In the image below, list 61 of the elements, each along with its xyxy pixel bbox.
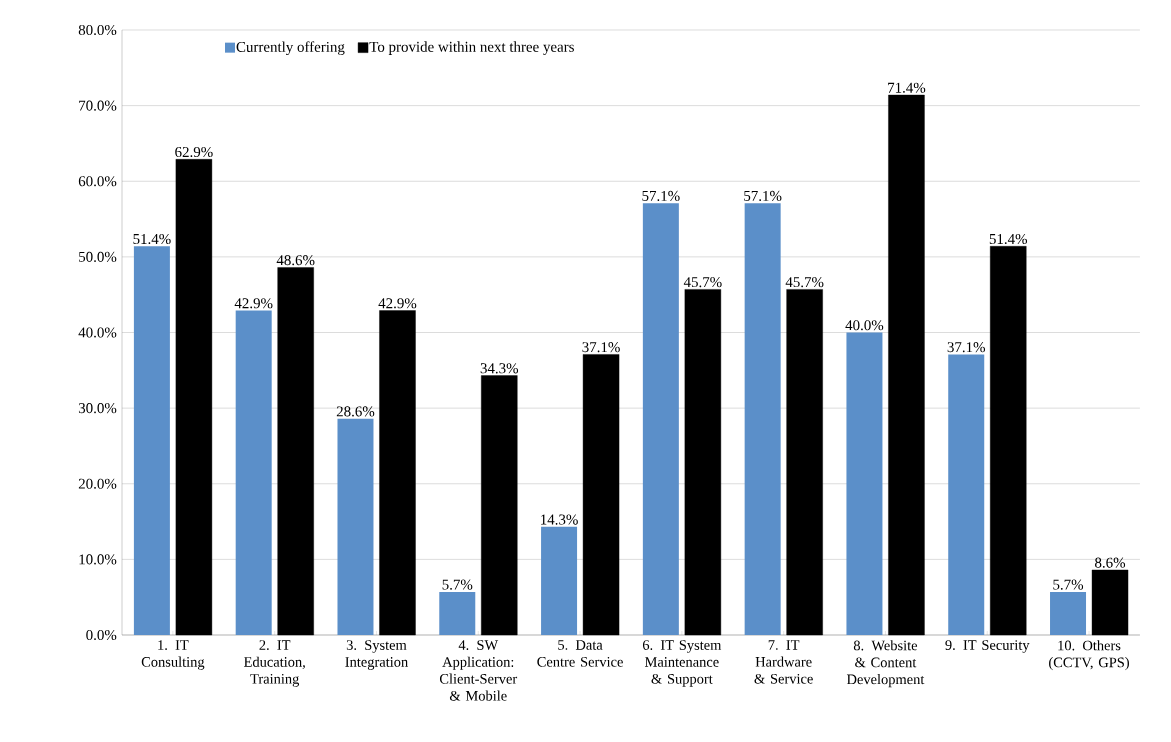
y-tick-label: 50.0% bbox=[79, 251, 117, 262]
data-label: 37.1% bbox=[582, 342, 620, 353]
data-label: 8.6% bbox=[1095, 557, 1126, 568]
data-label: 42.9% bbox=[378, 298, 417, 309]
bar bbox=[541, 526, 578, 635]
data-label: 51.4% bbox=[133, 233, 171, 245]
data-label: 51.4% bbox=[989, 233, 1028, 245]
data-label: 57.1% bbox=[744, 190, 782, 201]
bar bbox=[277, 267, 314, 636]
data-label: 57.1% bbox=[642, 190, 680, 201]
data-label: 71.4% bbox=[888, 82, 926, 93]
data-label: 42.9% bbox=[234, 298, 273, 309]
bar bbox=[379, 310, 416, 636]
bar bbox=[481, 375, 518, 636]
bar bbox=[744, 203, 781, 635]
data-label: 28.6% bbox=[336, 406, 375, 417]
data-label: 5.7% bbox=[1053, 579, 1084, 590]
x-tick-label: 10. Others (CCTV, GPS) bbox=[1049, 640, 1129, 671]
x-tick-label: 3. System Integration bbox=[345, 640, 408, 670]
data-label: 37.1% bbox=[947, 342, 986, 353]
data-label: 14.3% bbox=[541, 514, 578, 525]
data-label: 34.3% bbox=[480, 363, 519, 374]
x-tick-label: 1. IT Consulting bbox=[141, 640, 205, 670]
y-tick-label: 60.0% bbox=[78, 176, 117, 187]
bar bbox=[642, 203, 679, 635]
x-tick-label: 4. SW Application: Client-Server & Mobile bbox=[439, 640, 518, 701]
bar bbox=[684, 289, 722, 636]
x-tick-label: 6. IT System Maintenance & Support bbox=[642, 640, 722, 687]
data-label: 40.0% bbox=[845, 320, 884, 331]
bar bbox=[990, 246, 1027, 636]
data-label: 45.7% bbox=[683, 277, 722, 288]
bar bbox=[846, 332, 883, 635]
y-tick-label: 40.0% bbox=[78, 327, 117, 338]
bar bbox=[235, 310, 272, 635]
data-label: 5.7% bbox=[442, 579, 473, 590]
data-label: 45.7% bbox=[785, 277, 824, 288]
bar bbox=[1091, 569, 1129, 636]
bar bbox=[786, 289, 823, 636]
y-tick-label: 20.0% bbox=[78, 478, 117, 489]
y-tick-label: 30.0% bbox=[78, 403, 117, 414]
bar bbox=[439, 591, 476, 635]
bar bbox=[175, 159, 213, 636]
legend-label: To provide within next three years bbox=[369, 41, 574, 55]
data-label: 62.9% bbox=[175, 146, 213, 158]
x-tick-label: 2. IT Education, Training bbox=[244, 640, 305, 687]
x-tick-label: 9. IT Security bbox=[945, 640, 1030, 653]
x-tick-label: 5. Data Centre Service bbox=[537, 640, 623, 667]
bar bbox=[337, 418, 374, 635]
bar bbox=[1050, 591, 1087, 635]
bar bbox=[888, 94, 925, 636]
bar bbox=[948, 354, 985, 635]
bar bbox=[582, 354, 620, 636]
y-tick-label: 80.0% bbox=[78, 24, 117, 36]
y-tick-label: 70.0% bbox=[79, 100, 117, 111]
y-tick-label: 10.0% bbox=[79, 554, 117, 565]
x-tick-label: 8. Website & Content Development bbox=[846, 640, 925, 688]
data-label: 48.6% bbox=[276, 255, 315, 266]
x-tick-label: 7. IT Hardware & Service bbox=[754, 640, 813, 684]
bar bbox=[133, 246, 170, 635]
legend-label: Currently offering bbox=[236, 41, 345, 56]
y-tick-label: 0.0% bbox=[86, 629, 117, 641]
